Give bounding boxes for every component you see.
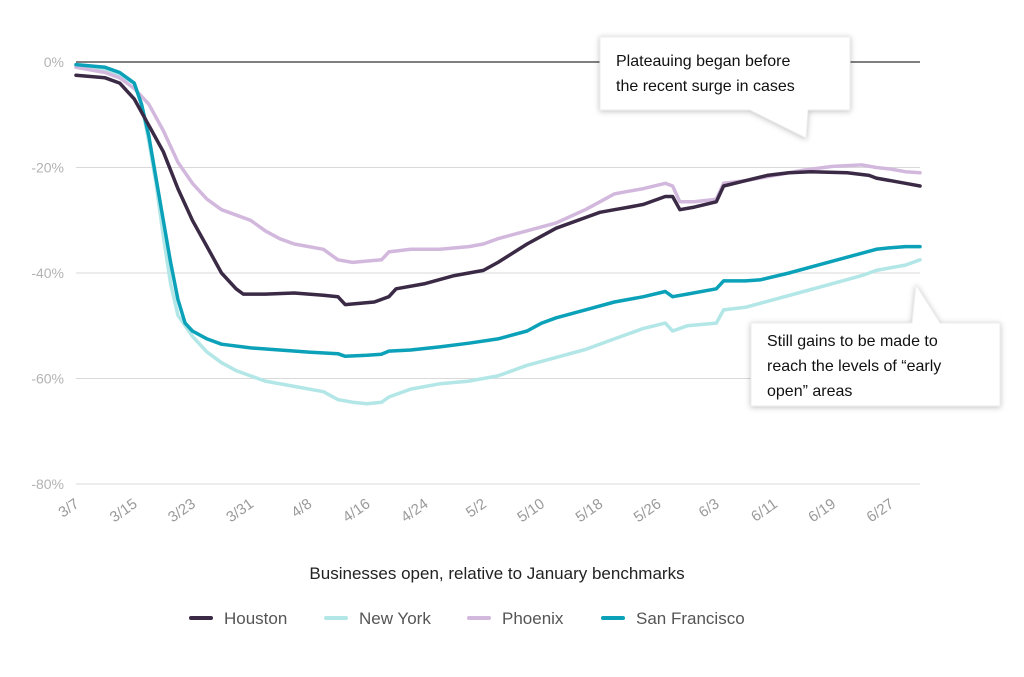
y-tick-label: 0% [44,54,64,70]
legend-label: Houston [224,609,287,628]
legend-label: New York [359,609,431,628]
annotation-line: reach the levels of “early [767,358,941,375]
y-axis-ticks: 0% -20% -40% -60% -80% [31,54,64,492]
x-tick-label: 3/23 [165,495,199,526]
x-tick-label: 5/10 [514,495,548,526]
series-line-new-york [74,62,922,406]
y-tick-label: -60% [31,371,64,387]
x-tick-label: 3/7 [55,495,82,521]
x-tick-label: 6/27 [864,495,898,526]
x-axis-label: Businesses open, relative to January ben… [309,564,684,583]
annotation-line: open” areas [767,383,852,400]
x-tick-label: 6/11 [748,495,781,525]
series-line-san-francisco [74,62,922,359]
y-tick-label: -20% [31,160,64,176]
annotation-line: the recent surge in cases [616,78,795,95]
x-tick-label: 5/18 [572,495,606,526]
y-tick-label: -80% [31,476,64,492]
x-tick-label: 4/8 [288,495,315,521]
x-tick-label: 3/15 [107,495,141,526]
x-tick-label: 5/2 [463,495,490,521]
annotation-line: Plateauing began before [616,53,790,70]
legend-label: San Francisco [636,609,745,628]
annotation-callout-plateau: Plateauing began before the recent surge… [599,36,851,139]
x-tick-label: 5/26 [631,495,665,526]
annotation-callout-gains: Still gains to be made to reach the leve… [750,283,1001,407]
y-tick-label: -40% [31,265,64,281]
x-tick-label: 3/31 [223,495,257,526]
annotation-line: Still gains to be made to [767,333,938,350]
series-line-houston [74,73,922,307]
x-axis-ticks: 3/7 3/15 3/23 3/31 4/8 4/16 4/24 5/2 5/10 5/18 5/2… [55,495,897,526]
x-tick-label: 6/3 [696,495,723,521]
legend: Houston New York Phoenix San Francisco [189,609,745,628]
legend-label: Phoenix [502,609,564,628]
x-tick-label: 4/16 [340,495,374,526]
series-lines [74,62,922,406]
x-tick-label: 6/19 [805,495,839,526]
x-tick-label: 4/24 [398,495,432,526]
